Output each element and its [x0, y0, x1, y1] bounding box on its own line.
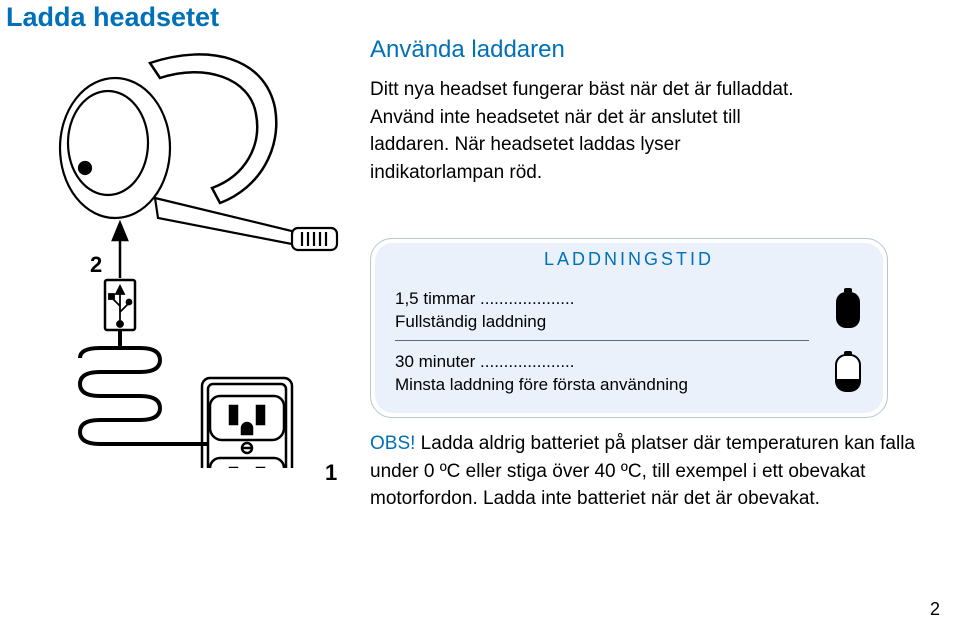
page-number: 2 [930, 599, 940, 620]
battery-low-icon [833, 351, 863, 393]
charge-row2-time: 30 minuter .................... [395, 352, 575, 371]
charge-divider [395, 340, 809, 341]
charging-time-header: LADDNINGSTID [375, 243, 883, 274]
section-title: Använda laddaren [370, 36, 565, 64]
charging-time-body: 1,5 timmar .................... Fullstän… [375, 274, 883, 413]
charge-row1-time: 1,5 timmar .................... [395, 289, 574, 308]
page-title: Ladda headsetet [6, 2, 219, 33]
charge-row1-desc: Fullständig laddning [395, 311, 815, 334]
charging-time-box: LADDNINGSTID 1,5 timmar ................… [370, 238, 888, 418]
callout-number-2: 2 [90, 252, 102, 278]
intro-text: Ditt nya headset fungerar bäst när det ä… [370, 76, 810, 186]
charge-row2-desc: Minsta laddning före första användning [395, 374, 815, 397]
obs-label: OBS! [370, 433, 415, 454]
callout-number-1: 1 [325, 460, 337, 486]
charge-row-min: 30 minuter .................... Minsta l… [395, 351, 863, 397]
obs-note: OBS! Ladda aldrig batteriet på platser d… [370, 430, 925, 513]
battery-full-icon [833, 288, 863, 330]
obs-body: Ladda aldrig batteriet på platser där te… [370, 433, 915, 509]
charge-row-full: 1,5 timmar .................... Fullstän… [395, 288, 863, 334]
